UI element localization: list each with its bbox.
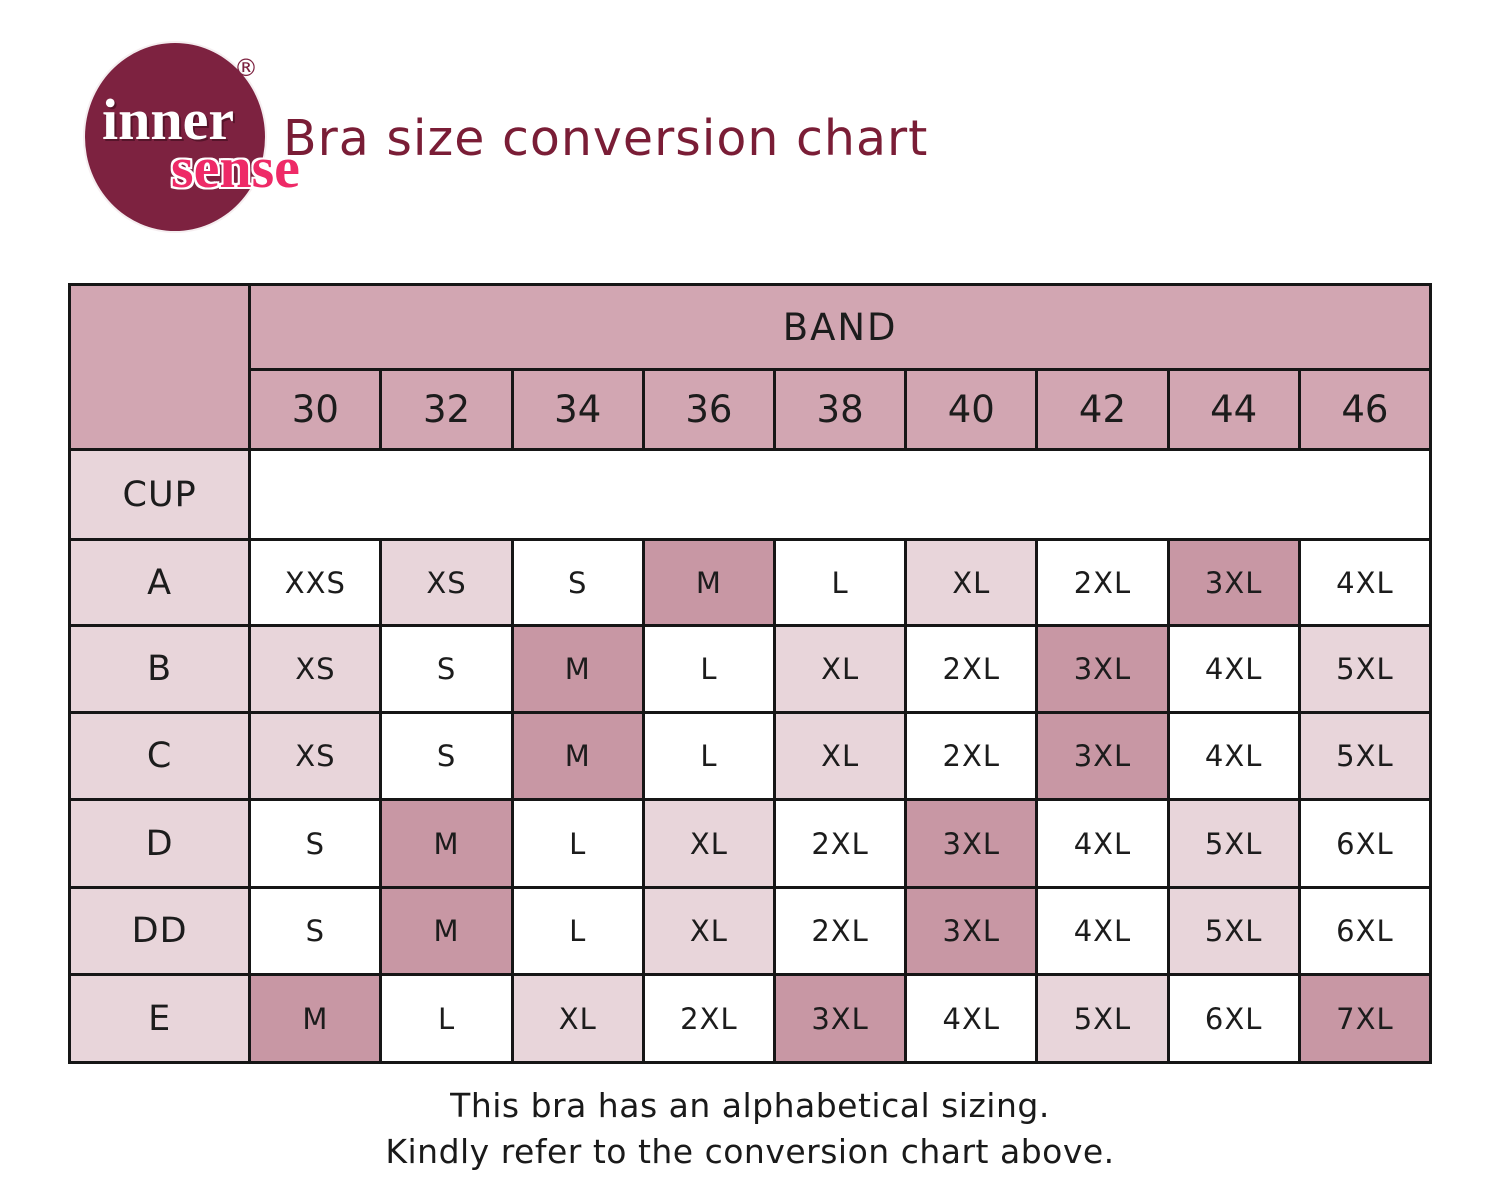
- size-cell-e-band46: 7XL: [1297, 973, 1433, 1064]
- size-cell-a-band42: 2XL: [1035, 538, 1170, 627]
- band-col-header-36: 36: [641, 368, 777, 451]
- size-cell-d-band44: 5XL: [1166, 798, 1301, 889]
- size-cell-dd-band44: 5XL: [1166, 886, 1301, 976]
- size-cell-c-band42: 3XL: [1035, 711, 1170, 801]
- size-cell-d-band30: S: [248, 798, 383, 889]
- conversion-table-container: BAND 30 32 34 36 38 40 42 44 46 CUP A XXS XS S M L XL 2XL 3…: [67, 283, 1433, 1064]
- size-cell-e-band30: M: [248, 973, 383, 1064]
- size-cell-dd-band42: 4XL: [1035, 886, 1170, 976]
- size-cell-e-band32: L: [379, 973, 514, 1064]
- size-cell-e-band34: XL: [510, 973, 645, 1064]
- size-cell-d-band34: L: [510, 798, 645, 889]
- size-cell-dd-band40: 3XL: [904, 886, 1039, 976]
- table-corner-cell: [67, 283, 252, 451]
- cup-row-label-b: B: [67, 624, 252, 714]
- size-cell-dd-band34: L: [510, 886, 645, 976]
- size-cell-e-band40: 4XL: [904, 973, 1039, 1064]
- size-cell-a-band32: XS: [379, 538, 514, 627]
- size-cell-c-band30: XS: [248, 711, 383, 801]
- conversion-table: BAND 30 32 34 36 38 40 42 44 46 CUP A XXS XS S M L XL 2XL 3…: [67, 283, 1433, 1064]
- innersense-logo: inner sense: [85, 43, 300, 231]
- size-cell-a-band38: L: [772, 538, 908, 627]
- band-col-header-34: 34: [510, 368, 645, 451]
- cup-row-label-e: E: [67, 973, 252, 1064]
- band-col-header-42: 42: [1035, 368, 1170, 451]
- size-cell-b-band38: XL: [772, 624, 908, 714]
- size-cell-a-band30: XXS: [248, 538, 383, 627]
- size-cell-a-band36: M: [641, 538, 777, 627]
- size-cell-a-band44: 3XL: [1166, 538, 1301, 627]
- band-col-header-32: 32: [379, 368, 514, 451]
- size-cell-b-band46: 5XL: [1297, 624, 1433, 714]
- footer-note-line1: This bra has an alphabetical sizing.: [450, 1086, 1050, 1125]
- band-col-header-40: 40: [904, 368, 1039, 451]
- cup-group-header: CUP: [67, 448, 252, 541]
- size-cell-c-band44: 4XL: [1166, 711, 1301, 801]
- size-cell-a-band40: XL: [904, 538, 1039, 627]
- logo-word-sense: sense: [171, 135, 300, 200]
- size-cell-e-band42: 5XL: [1035, 973, 1170, 1064]
- cup-row-label-d: D: [67, 798, 252, 889]
- size-cell-c-band34: M: [510, 711, 645, 801]
- size-cell-dd-band36: XL: [641, 886, 777, 976]
- size-cell-b-band34: M: [510, 624, 645, 714]
- size-cell-b-band30: XS: [248, 624, 383, 714]
- size-cell-b-band44: 4XL: [1166, 624, 1301, 714]
- size-cell-c-band32: S: [379, 711, 514, 801]
- size-cell-e-band44: 6XL: [1166, 973, 1301, 1064]
- size-cell-a-band46: 4XL: [1297, 538, 1433, 627]
- size-cell-e-band36: 2XL: [641, 973, 777, 1064]
- size-cell-c-band38: XL: [772, 711, 908, 801]
- size-cell-d-band36: XL: [641, 798, 777, 889]
- band-col-header-46: 46: [1297, 368, 1433, 451]
- size-cell-b-band42: 3XL: [1035, 624, 1170, 714]
- size-cell-d-band46: 6XL: [1297, 798, 1433, 889]
- size-cell-dd-band46: 6XL: [1297, 886, 1433, 976]
- size-cell-c-band36: L: [641, 711, 777, 801]
- footer-note: This bra has an alphabetical sizing. Kin…: [0, 1083, 1500, 1174]
- size-cell-d-band32: M: [379, 798, 514, 889]
- footer-note-line2: Kindly refer to the conversion chart abo…: [385, 1131, 1115, 1171]
- cup-row-label-a: A: [67, 538, 252, 627]
- cup-row-label-dd: DD: [67, 886, 252, 976]
- page-title: Bra size conversion chart: [283, 110, 929, 167]
- cup-header-spacer: [248, 448, 1432, 541]
- band-col-header-30: 30: [248, 368, 383, 451]
- size-cell-b-band32: S: [379, 624, 514, 714]
- band-group-header: BAND: [248, 283, 1432, 371]
- size-cell-dd-band38: 2XL: [772, 886, 908, 976]
- size-cell-dd-band30: S: [248, 886, 383, 976]
- band-col-header-38: 38: [772, 368, 908, 451]
- size-cell-d-band42: 4XL: [1035, 798, 1170, 889]
- registered-trademark-icon: ®: [234, 54, 258, 82]
- size-cell-d-band38: 2XL: [772, 798, 908, 889]
- size-cell-c-band40: 2XL: [904, 711, 1039, 801]
- size-cell-b-band36: L: [641, 624, 777, 714]
- size-cell-e-band38: 3XL: [772, 973, 908, 1064]
- size-cell-dd-band32: M: [379, 886, 514, 976]
- logo-word-inner: inner: [102, 87, 235, 152]
- cup-row-label-c: C: [67, 711, 252, 801]
- size-cell-c-band46: 5XL: [1297, 711, 1433, 801]
- size-cell-b-band40: 2XL: [904, 624, 1039, 714]
- size-cell-d-band40: 3XL: [904, 798, 1039, 889]
- size-cell-a-band34: S: [510, 538, 645, 627]
- band-col-header-44: 44: [1166, 368, 1301, 451]
